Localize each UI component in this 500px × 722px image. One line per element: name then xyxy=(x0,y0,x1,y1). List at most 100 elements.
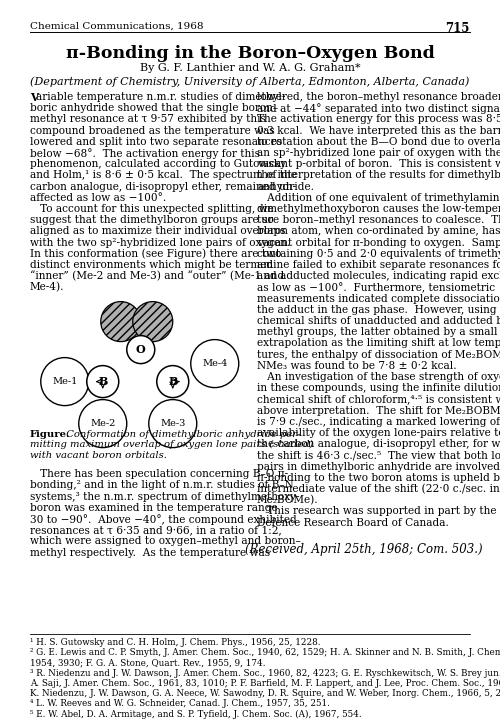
Text: NMe₃ was found to be 7·8 ± 0·2 kcal.: NMe₃ was found to be 7·8 ± 0·2 kcal. xyxy=(257,361,456,371)
Text: bonding,² and in the light of n.m.r. studies of B–N: bonding,² and in the light of n.m.r. stu… xyxy=(30,480,294,490)
Text: above interpretation.  The shift for Me₂BOBMe₂: above interpretation. The shift for Me₂B… xyxy=(257,406,500,416)
Text: Me-4: Me-4 xyxy=(202,359,228,368)
Text: mitting maximum overlap of oxygen lone pairs (shaded): mitting maximum overlap of oxygen lone p… xyxy=(30,440,314,449)
Text: Me-4).: Me-4). xyxy=(30,282,64,292)
Text: tures, the enthalpy of dissociation of Me₂BOMe·: tures, the enthalpy of dissociation of M… xyxy=(257,349,500,360)
Text: ⁴ L. W. Reeves and W. G. Schneider, Canad. J. Chem., 1957, 35, 251.: ⁴ L. W. Reeves and W. G. Schneider, Cana… xyxy=(30,699,330,708)
Text: “inner” (Me-2 and Me-3) and “outer” (Me-1 and: “inner” (Me-2 and Me-3) and “outer” (Me-… xyxy=(30,271,284,282)
Text: Me-1: Me-1 xyxy=(52,377,78,386)
Text: the shift is 46·3 c./sec.⁵  The view that both lone: the shift is 46·3 c./sec.⁵ The view that… xyxy=(257,451,500,461)
Text: In this conformation (see Figure) there are two: In this conformation (see Figure) there … xyxy=(30,249,281,259)
Text: ³ R. Niedenzu and J. W. Dawson, J. Amer. Chem. Soc., 1960, 82, 4223; G. E. Rysch: ³ R. Niedenzu and J. W. Dawson, J. Amer.… xyxy=(30,669,500,678)
Text: measurements indicated complete dissociation of: measurements indicated complete dissocia… xyxy=(257,294,500,303)
Text: Chemical Communications, 1968: Chemical Communications, 1968 xyxy=(30,22,204,31)
Text: vacant orbital for π-bonding to oxygen.  Samples: vacant orbital for π-bonding to oxygen. … xyxy=(257,238,500,248)
Text: boron atom, when co-ordinated by amine, has no: boron atom, when co-ordinated by amine, … xyxy=(257,227,500,236)
Text: ⁵ E. W. Abel, D. A. Armitage, and S. P. Tyfield, J. Chem. Soc. (A), 1967, 554.: ⁵ E. W. Abel, D. A. Armitage, and S. P. … xyxy=(30,710,362,718)
Text: methyl respectively.  As the temperature was: methyl respectively. As the temperature … xyxy=(30,547,270,557)
Text: chemical shifts of unadducted and adducted boron: chemical shifts of unadducted and adduct… xyxy=(257,316,500,326)
Circle shape xyxy=(101,302,141,342)
Text: Me₂BOMe).: Me₂BOMe). xyxy=(257,495,318,505)
Text: The activation energy for this process was 8·5 ±: The activation energy for this process w… xyxy=(257,114,500,124)
Text: lowered and split into two separate resonances: lowered and split into two separate reso… xyxy=(30,136,282,147)
Text: chemical shift of chloroform,⁴·⁵ is consistent with the: chemical shift of chloroform,⁴·⁵ is cons… xyxy=(257,394,500,404)
Text: the interpretation of the results for dimethylboric: the interpretation of the results for di… xyxy=(257,170,500,180)
Text: B: B xyxy=(168,376,177,387)
Text: 30 to −90°.  Above −40°, the compound exhibited: 30 to −90°. Above −40°, the compound exh… xyxy=(30,514,297,525)
Text: affected as low as −100°.: affected as low as −100°. xyxy=(30,193,166,203)
Text: methyl groups, the latter obtained by a small: methyl groups, the latter obtained by a … xyxy=(257,327,498,337)
Text: K. Niedenzu, J. W. Dawson, G. A. Neece, W. Sawodny, D. R. Squire, and W. Weber, : K. Niedenzu, J. W. Dawson, G. A. Neece, … xyxy=(30,689,500,698)
Circle shape xyxy=(87,365,119,398)
Text: containing 0·5 and 2·0 equivalents of trimethyl-: containing 0·5 and 2·0 equivalents of tr… xyxy=(257,249,500,258)
Text: vacant p-orbital of boron.  This is consistent with: vacant p-orbital of boron. This is consi… xyxy=(257,159,500,169)
Circle shape xyxy=(191,339,239,388)
Circle shape xyxy=(41,357,89,406)
Text: carbon analogue, di-isopropyl ether, remained un-: carbon analogue, di-isopropyl ether, rem… xyxy=(30,182,296,191)
Text: distinct environments which might be termed: distinct environments which might be ter… xyxy=(30,260,273,270)
Text: methyl resonance at τ 9·57 exhibited by this: methyl resonance at τ 9·57 exhibited by … xyxy=(30,114,266,124)
Text: amine failed to exhibit separate resonances for free: amine failed to exhibit separate resonan… xyxy=(257,260,500,270)
Text: as low as −100°.  Furthermore, tensiometric: as low as −100°. Furthermore, tensiometr… xyxy=(257,282,495,293)
Text: (Received, April 25th, 1968; Com. 503.): (Received, April 25th, 1968; Com. 503.) xyxy=(244,543,482,556)
Text: to rotation about the B—O bond due to overlap of: to rotation about the B—O bond due to ov… xyxy=(257,136,500,147)
Text: ariable temperature n.m.r. studies of dimethyl-: ariable temperature n.m.r. studies of di… xyxy=(36,92,286,102)
Text: with the two sp²-hybridized lone pairs of oxygen.: with the two sp²-hybridized lone pairs o… xyxy=(30,238,290,248)
Text: and at −44° separated into two distinct signals.: and at −44° separated into two distinct … xyxy=(257,103,500,114)
Text: An investigation of the base strength of oxygen: An investigation of the base strength of… xyxy=(257,372,500,382)
Text: (Department of Chemistry, University of Alberta, Edmonton, Alberta, Canada): (Department of Chemistry, University of … xyxy=(30,76,469,87)
Circle shape xyxy=(149,399,197,448)
Text: dimethylmethoxyboron causes the low-tempera-: dimethylmethoxyboron causes the low-temp… xyxy=(257,204,500,214)
Text: Addition of one equivalent of trimethylamine to: Addition of one equivalent of trimethyla… xyxy=(257,193,500,203)
Circle shape xyxy=(157,365,189,398)
Text: suggest that the dimethylboron groups are so: suggest that the dimethylboron groups ar… xyxy=(30,215,274,225)
Text: with vacant boron orbitals.: with vacant boron orbitals. xyxy=(30,451,167,460)
Text: aligned as to maximize their individual overlaps: aligned as to maximize their individual … xyxy=(30,227,285,236)
Text: and Holm,¹ is 8·6 ± 0·5 kcal.  The spectrum of the: and Holm,¹ is 8·6 ± 0·5 kcal. The spectr… xyxy=(30,170,297,180)
Text: ture boron–methyl resonances to coalesce.  The: ture boron–methyl resonances to coalesce… xyxy=(257,215,500,225)
Text: 1954, 3930; F. G. A. Stone, Quart. Rev., 1955, 9, 174.: 1954, 3930; F. G. A. Stone, Quart. Rev.,… xyxy=(30,658,266,667)
Text: Figure.: Figure. xyxy=(30,430,70,438)
Text: resonances at τ 6·35 and 9·66, in a ratio of 1:2,: resonances at τ 6·35 and 9·66, in a rati… xyxy=(30,525,282,535)
Text: Conformation of dimethylboric anhydride per-: Conformation of dimethylboric anhydride … xyxy=(60,430,300,438)
Text: which were assigned to oxygen–methyl and boron–: which were assigned to oxygen–methyl and… xyxy=(30,536,301,547)
Text: ¹ H. S. Gutowsky and C. H. Holm, J. Chem. Phys., 1956, 25, 1228.: ¹ H. S. Gutowsky and C. H. Holm, J. Chem… xyxy=(30,638,320,647)
Circle shape xyxy=(79,399,127,448)
Text: anhydride.: anhydride. xyxy=(257,182,314,191)
Text: the adduct in the gas phase.  However, using the: the adduct in the gas phase. However, us… xyxy=(257,305,500,315)
Text: ² G. E. Lewis and C. P. Smyth, J. Amer. Chem. Soc., 1940, 62, 1529; H. A. Skinne: ² G. E. Lewis and C. P. Smyth, J. Amer. … xyxy=(30,648,500,657)
Text: in these compounds, using the infinite dilution: in these compounds, using the infinite d… xyxy=(257,383,500,393)
Text: and adducted molecules, indicating rapid exchange: and adducted molecules, indicating rapid… xyxy=(257,271,500,281)
Circle shape xyxy=(133,302,173,342)
Text: To account for this unexpected splitting, we: To account for this unexpected splitting… xyxy=(30,204,274,214)
Text: phenomenon, calculated according to Gutowsky: phenomenon, calculated according to Guto… xyxy=(30,159,286,169)
Text: availability of the oxygen lone-pairs relative to: availability of the oxygen lone-pairs re… xyxy=(257,428,500,438)
Text: π-bonding to the two boron atoms is upheld by the: π-bonding to the two boron atoms is uphe… xyxy=(257,473,500,483)
Circle shape xyxy=(127,336,155,364)
Text: below −68°.  The activation energy for this: below −68°. The activation energy for th… xyxy=(30,148,260,159)
Text: lowered, the boron–methyl resonance broadened: lowered, the boron–methyl resonance broa… xyxy=(257,92,500,102)
Text: Defence Research Board of Canada.: Defence Research Board of Canada. xyxy=(257,518,449,528)
Text: an sp²-hybridized lone pair of oxygen with the: an sp²-hybridized lone pair of oxygen wi… xyxy=(257,148,500,158)
Text: Me-3: Me-3 xyxy=(160,419,186,428)
Text: boric anhydride showed that the single boron–: boric anhydride showed that the single b… xyxy=(30,103,278,113)
Text: intermediate value of the shift (22·0 c./sec. in: intermediate value of the shift (22·0 c.… xyxy=(257,484,500,495)
Text: There has been speculation concerning B–O π-: There has been speculation concerning B–… xyxy=(30,469,288,479)
Text: pairs in dimethylboric anhydride are involved in: pairs in dimethylboric anhydride are inv… xyxy=(257,461,500,471)
Text: This research was supported in part by the: This research was supported in part by t… xyxy=(257,506,496,516)
Text: extrapolation as the limiting shift at low tempera-: extrapolation as the limiting shift at l… xyxy=(257,339,500,349)
Text: O: O xyxy=(136,344,145,355)
Text: 0·3 kcal.  We have interpreted this as the barrier: 0·3 kcal. We have interpreted this as th… xyxy=(257,126,500,136)
Text: B: B xyxy=(98,376,108,387)
Text: boron was examined in the temperature range: boron was examined in the temperature ra… xyxy=(30,503,278,513)
Text: Me-2: Me-2 xyxy=(90,419,116,428)
Text: π-Bonding in the Boron–Oxygen Bond: π-Bonding in the Boron–Oxygen Bond xyxy=(66,45,434,62)
Text: is 7·9 c./sec., indicating a marked lowering of the: is 7·9 c./sec., indicating a marked lowe… xyxy=(257,417,500,427)
Text: By G. F. Lanthier and W. A. G. Graham*: By G. F. Lanthier and W. A. G. Graham* xyxy=(140,63,360,73)
Text: 715: 715 xyxy=(446,22,470,35)
Text: V: V xyxy=(30,92,38,103)
Text: compound broadened as the temperature was: compound broadened as the temperature wa… xyxy=(30,126,275,136)
Text: systems,³ the n.m.r. spectrum of dimethylmethoxy-: systems,³ the n.m.r. spectrum of dimethy… xyxy=(30,492,299,502)
Text: the carbon analogue, di-isopropyl ether, for which: the carbon analogue, di-isopropyl ether,… xyxy=(257,439,500,449)
Text: A. Saji, J. Amer. Chem. Soc., 1961, 83, 1010; P. F. Barfield, M. F. Lappert, and: A. Saji, J. Amer. Chem. Soc., 1961, 83, … xyxy=(30,679,500,688)
